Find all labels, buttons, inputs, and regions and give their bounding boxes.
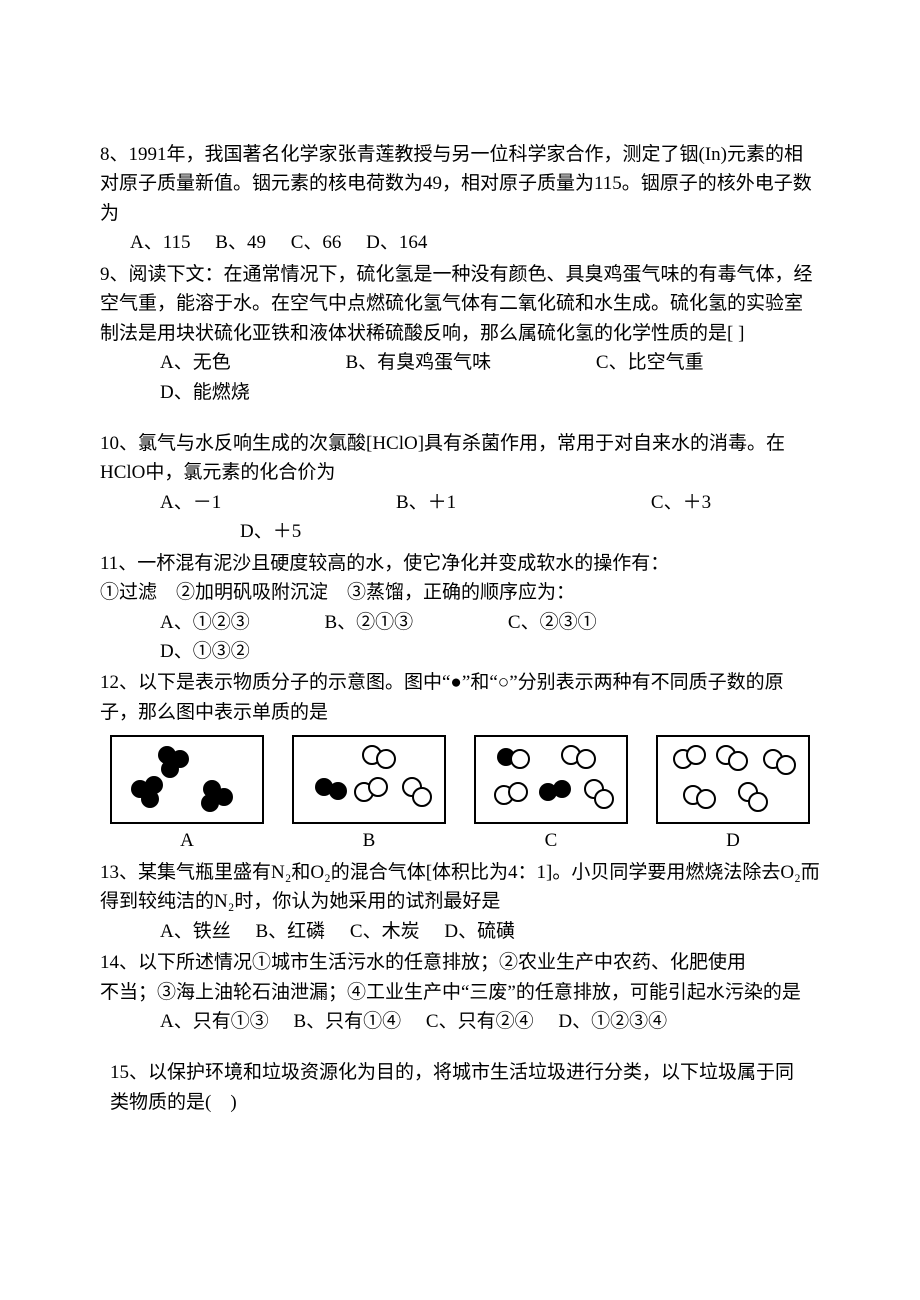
q8-stem: 8、1991年，我国著名化学家张青莲教授与另一位科学家合作，测定了铟(In)元素… xyxy=(100,140,820,228)
q11-option-a: A、①②③ xyxy=(160,608,250,637)
q13-option-b: B、红磷 xyxy=(255,917,325,946)
q12-figure-d: D xyxy=(656,735,810,855)
q14-stem-2: 不当；③海上油轮石油泄漏；④工业生产中“三废”的任意排放，可能引起水污染的是 xyxy=(100,978,820,1007)
q11-option-c: C、②③① xyxy=(508,608,597,637)
question-9: 9、阅读下文：在通常情况下，硫化氢是一种没有颜色、具臭鸡蛋气味的有毒气体，经空气… xyxy=(100,260,820,407)
q10-option-b: B、＋1 xyxy=(396,488,456,517)
q10-option-a: A、－1 xyxy=(160,488,221,517)
q12-box-d xyxy=(656,735,810,824)
q9-option-c: C、比空气重 xyxy=(596,348,704,377)
q11-option-d: D、①③② xyxy=(160,637,250,666)
q8-option-d: D、164 xyxy=(366,228,427,257)
q10-option-c: C、＋3 xyxy=(651,488,711,517)
q10-option-d: D、＋5 xyxy=(240,517,301,546)
question-11: 11、一杯混有泥沙且硬度较高的水，使它净化并变成软水的操作有： ①过滤 ②加明矾… xyxy=(100,549,820,667)
q13-options: A、铁丝 B、红磷 C、木炭 D、硫磺 xyxy=(100,917,820,946)
q11-options: A、①②③ B、②①③ C、②③① D、①③② xyxy=(100,608,820,667)
q12-box-c xyxy=(474,735,628,824)
q14-option-d: D、①②③④ xyxy=(558,1007,667,1036)
q14-stem-1: 14、以下所述情况①城市生活污水的任意排放；②农业生产中农药、化肥使用 xyxy=(100,948,820,977)
question-15: 15、以保护环境和垃圾资源化为目的，将城市生活垃圾进行分类，以下垃圾属于同类物质… xyxy=(100,1058,820,1117)
q14-options: A、只有①③ B、只有①④ C、只有②④ D、①②③④ xyxy=(100,1007,820,1036)
q9-option-d: D、能燃烧 xyxy=(160,378,250,407)
q9-options: A、无色 B、有臭鸡蛋气味 C、比空气重 D、能燃烧 xyxy=(100,348,820,407)
q9-option-b: B、有臭鸡蛋气味 xyxy=(345,348,491,377)
q8-option-a: A、115 xyxy=(130,228,191,257)
q11-option-b: B、②①③ xyxy=(324,608,413,637)
q15-stem: 15、以保护环境和垃圾资源化为目的，将城市生活垃圾进行分类，以下垃圾属于同类物质… xyxy=(110,1058,800,1117)
q12-figures: A B xyxy=(110,735,810,855)
q8-options: A、115 B、49 C、66 D、164 xyxy=(100,228,820,257)
question-12: 12、以下是表示物质分子的示意图。图中“●”和“○”分别表示两种有不同质子数的原… xyxy=(100,668,820,855)
q12-label-c: C xyxy=(545,826,558,855)
q13-option-d: D、硫磺 xyxy=(444,917,515,946)
q9-stem: 9、阅读下文：在通常情况下，硫化氢是一种没有颜色、具臭鸡蛋气味的有毒气体，经空气… xyxy=(100,260,820,348)
q8-option-b: B、49 xyxy=(215,228,266,257)
q13-stem: 13、某集气瓶里盛有N₂和O₂的混合气体[体积比为4：1]。小贝同学要用燃烧法除… xyxy=(100,858,820,917)
q11-stem-1: 11、一杯混有泥沙且硬度较高的水，使它净化并变成软水的操作有： xyxy=(100,549,820,578)
q12-label-b: B xyxy=(363,826,376,855)
q12-label-d: D xyxy=(726,826,740,855)
q12-box-a xyxy=(110,735,264,824)
q11-stem-2: ①过滤 ②加明矾吸附沉淀 ③蒸馏，正确的顺序应为： xyxy=(100,578,820,607)
q14-option-a: A、只有①③ xyxy=(160,1007,269,1036)
q13-option-a: A、铁丝 xyxy=(160,917,231,946)
q12-label-a: A xyxy=(180,826,194,855)
question-10: 10、氯气与水反响生成的次氯酸[HClO]具有杀菌作用，常用于对自来水的消毒。在… xyxy=(100,429,820,547)
q12-figure-a: A xyxy=(110,735,264,855)
q10-stem: 10、氯气与水反响生成的次氯酸[HClO]具有杀菌作用，常用于对自来水的消毒。在… xyxy=(100,429,820,488)
q10-options: A、－1 B、＋1 C、＋3 D、＋5 xyxy=(100,488,820,547)
q12-box-b xyxy=(292,735,446,824)
question-13: 13、某集气瓶里盛有N₂和O₂的混合气体[体积比为4：1]。小贝同学要用燃烧法除… xyxy=(100,858,820,946)
question-8: 8、1991年，我国著名化学家张青莲教授与另一位科学家合作，测定了铟(In)元素… xyxy=(100,140,820,258)
q13-option-c: C、木炭 xyxy=(350,917,420,946)
q14-option-c: C、只有②④ xyxy=(426,1007,534,1036)
q14-option-b: B、只有①④ xyxy=(293,1007,401,1036)
q12-figure-c: C xyxy=(474,735,628,855)
q9-option-a: A、无色 xyxy=(160,348,231,377)
q12-stem: 12、以下是表示物质分子的示意图。图中“●”和“○”分别表示两种有不同质子数的原… xyxy=(100,668,820,727)
q12-figure-b: B xyxy=(292,735,446,855)
question-14: 14、以下所述情况①城市生活污水的任意排放；②农业生产中农药、化肥使用 不当；③… xyxy=(100,948,820,1036)
q8-option-c: C、66 xyxy=(291,228,342,257)
